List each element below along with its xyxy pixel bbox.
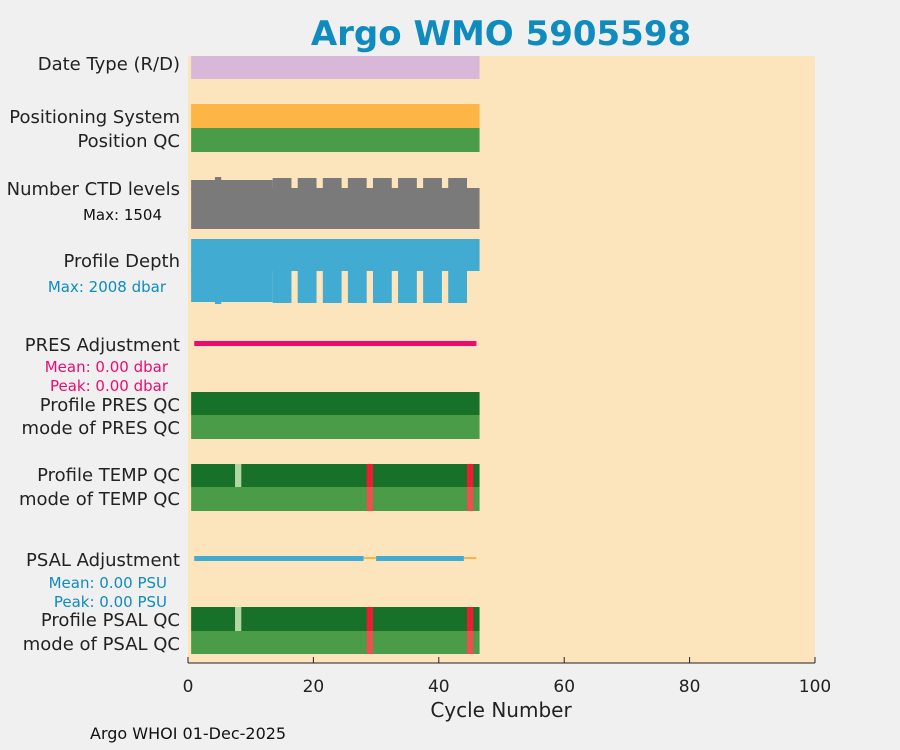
ctd-levels-bar: [272, 178, 292, 190]
label-mode-pres-qc: mode of PRES QC: [22, 418, 180, 439]
psal-adjustment-thin: [363, 557, 377, 559]
profile-temp-qc-bad: [467, 464, 474, 487]
chart-marks: [191, 56, 480, 654]
ctd-max-text: Max: 1504: [83, 206, 162, 224]
ctd-levels-bar: [398, 178, 417, 190]
profile-depth-bar: [297, 269, 317, 303]
profile-depth-base: [191, 239, 480, 271]
x-axis: 0 20 40 60 80 100: [183, 657, 831, 697]
pres-adjustment-line: [194, 341, 477, 346]
x-tick-label: 100: [799, 677, 831, 697]
profile-depth-bar: [347, 269, 367, 303]
mode-psal-qc-bad: [366, 631, 373, 654]
profile-depth-bar: [272, 269, 292, 303]
profile-depth-bar: [448, 269, 468, 303]
ctd-levels-upper: [191, 180, 273, 190]
psal-adjustment-line: [194, 556, 364, 561]
row-labels: Date Type (R/D) Positioning System Posit…: [7, 54, 180, 655]
ctd-levels-bar: [448, 178, 468, 190]
profile-temp-qc-gap: [235, 464, 242, 487]
profile-psal-qc-bad: [366, 607, 373, 631]
mode-psal-qc-bad: [467, 631, 474, 654]
chart-title: Argo WMO 5905598: [311, 14, 691, 54]
label-position-qc: Position QC: [77, 131, 180, 152]
x-tick-label: 40: [428, 677, 450, 697]
ctd-levels-bar: [423, 178, 442, 190]
x-axis-label: Cycle Number: [430, 698, 572, 722]
x-tick-label: 20: [303, 677, 325, 697]
profile-temp-qc-bad: [366, 464, 373, 487]
mode-pres-qc-bar: [191, 415, 480, 439]
label-profile-psal-qc: Profile PSAL QC: [41, 610, 180, 631]
mode-temp-qc-bad: [366, 487, 373, 511]
ctd-levels-bar: [347, 178, 367, 190]
psal-adjustment-line: [376, 556, 464, 561]
label-positioning-system: Positioning System: [9, 107, 180, 128]
profile-depth-bar: [398, 269, 417, 303]
label-psal-adjustment: PSAL Adjustment: [26, 550, 180, 571]
depth-max-text: Max: 2008 dbar: [48, 278, 167, 296]
label-date-type: Date Type (R/D): [38, 54, 180, 75]
psal-adjustment-thin: [463, 557, 477, 559]
x-tick-label: 80: [679, 677, 701, 697]
mode-temp-qc-bad: [467, 487, 474, 511]
ctd-levels-bar: [322, 178, 342, 190]
profile-depth-bar: [423, 269, 442, 303]
label-pres-adjustment: PRES Adjustment: [25, 335, 180, 356]
ctd-levels-bar: [372, 178, 392, 190]
profile-depth-tick: [214, 300, 222, 304]
profile-psal-qc-bad: [467, 607, 474, 631]
profile-psal-qc-bar: [191, 607, 480, 631]
x-tick-label: 60: [553, 677, 575, 697]
pres-peak-text: Peak: 0.00 dbar: [50, 377, 169, 395]
ctd-levels-bar: [297, 178, 317, 190]
psal-peak-text: Peak: 0.00 PSU: [54, 593, 167, 611]
label-profile-pres-qc: Profile PRES QC: [40, 395, 180, 416]
footer-credit: Argo WHOI 01-Dec-2025: [90, 724, 287, 743]
mode-psal-qc-bar: [191, 631, 480, 654]
x-tick-label: 0: [183, 677, 194, 697]
label-profile-temp-qc: Profile TEMP QC: [37, 465, 180, 486]
profile-psal-qc-gap: [235, 607, 242, 631]
profile-depth-bar: [322, 269, 342, 303]
plot-area: [188, 56, 815, 663]
profile-depth-bar: [372, 269, 392, 303]
label-ctd-levels: Number CTD levels: [7, 179, 180, 200]
position-qc-bar: [191, 128, 480, 152]
profile-temp-qc-bar: [191, 464, 480, 487]
label-profile-depth: Profile Depth: [63, 251, 180, 272]
mode-temp-qc-bar: [191, 487, 480, 511]
profile-pres-qc-bar: [191, 392, 480, 415]
date-type-bar: [191, 56, 480, 79]
ctd-levels-tick: [214, 177, 222, 181]
positioning-bar: [191, 104, 480, 128]
pres-mean-text: Mean: 0.00 dbar: [45, 358, 169, 376]
ctd-levels-base: [191, 188, 480, 229]
psal-mean-text: Mean: 0.00 PSU: [49, 574, 167, 592]
label-mode-temp-qc: mode of TEMP QC: [19, 489, 180, 510]
label-mode-psal-qc: mode of PSAL QC: [23, 634, 180, 655]
profile-depth-left: [191, 269, 273, 302]
